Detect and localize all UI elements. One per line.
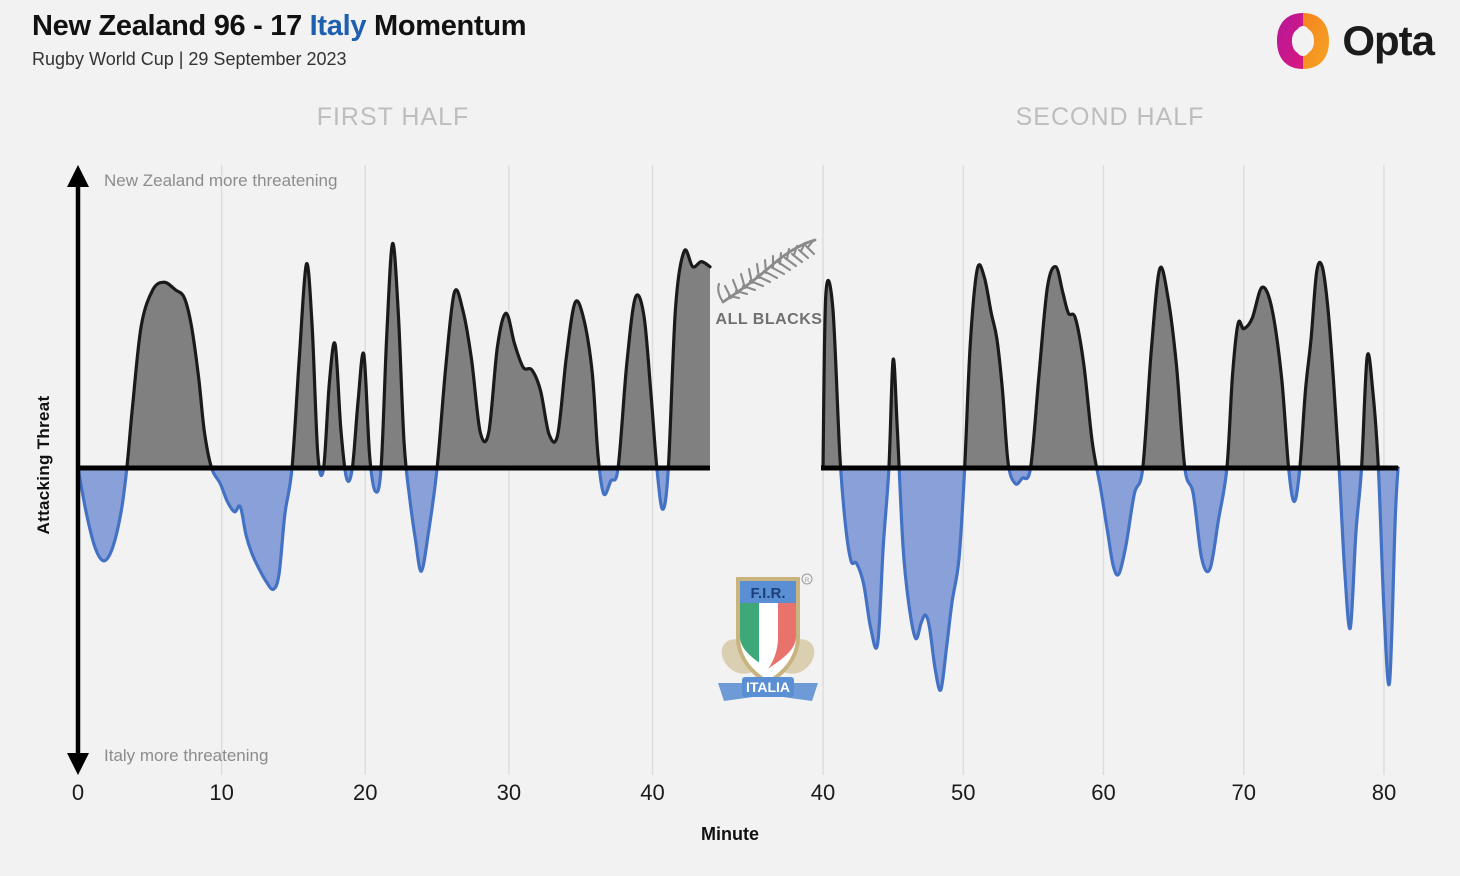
momentum-series — [76, 241, 1400, 693]
axis-lines — [67, 165, 1398, 775]
x-tick-20: 20 — [353, 780, 378, 805]
x-axis-label: Minute — [701, 824, 759, 844]
svg-text:R: R — [805, 578, 810, 584]
x-tick-40: 40 — [640, 780, 665, 805]
y-axis-label: Attacking Threat — [34, 395, 53, 535]
x-tick-60: 60 — [1091, 780, 1116, 805]
x-tick-10: 10 — [209, 780, 234, 805]
title-away-team: Italy — [309, 10, 367, 42]
annotation-negative: Italy more threatening — [104, 746, 269, 765]
x-tick-30: 30 — [496, 780, 522, 805]
annotation-positive: New Zealand more threatening — [104, 171, 338, 190]
x-tick-70: 70 — [1231, 780, 1256, 805]
fir-italia-crest-icon: F.I.R. R ITALIA — [718, 573, 818, 701]
subtitle: Rugby World Cup | 29 September 2023 — [32, 49, 347, 69]
second-half-heading: SECOND HALF — [1015, 103, 1205, 131]
title-suffix: Momentum — [366, 10, 527, 42]
opta-wordmark: Opta — [1342, 17, 1435, 64]
opta-logo: Opta — [1274, 12, 1435, 70]
first-half-heading: FIRST HALF — [316, 103, 470, 131]
x-tick-40: 40 — [810, 780, 836, 805]
new-zealand-badge: ALL BLACKS — [706, 236, 832, 329]
opta-mark-icon — [1277, 13, 1330, 69]
title-home-team: New Zealand 96 - 17 — [32, 10, 310, 42]
all-blacks-label: ALL BLACKS — [715, 311, 823, 328]
page-title: New Zealand 96 - 17 Italy Momentum — [32, 10, 1212, 43]
svg-text:ITALIA: ITALIA — [746, 679, 790, 695]
svg-text:F.I.R.: F.I.R. — [750, 585, 785, 602]
x-tick-80: 80 — [1371, 780, 1397, 805]
header: New Zealand 96 - 17 Italy Momentum Rugby… — [32, 10, 1212, 70]
x-tick-50: 50 — [950, 780, 976, 805]
italy-badge: F.I.R. R ITALIA — [712, 565, 824, 712]
x-tick-0: 0 — [71, 780, 85, 805]
silver-fern-icon — [717, 238, 817, 304]
